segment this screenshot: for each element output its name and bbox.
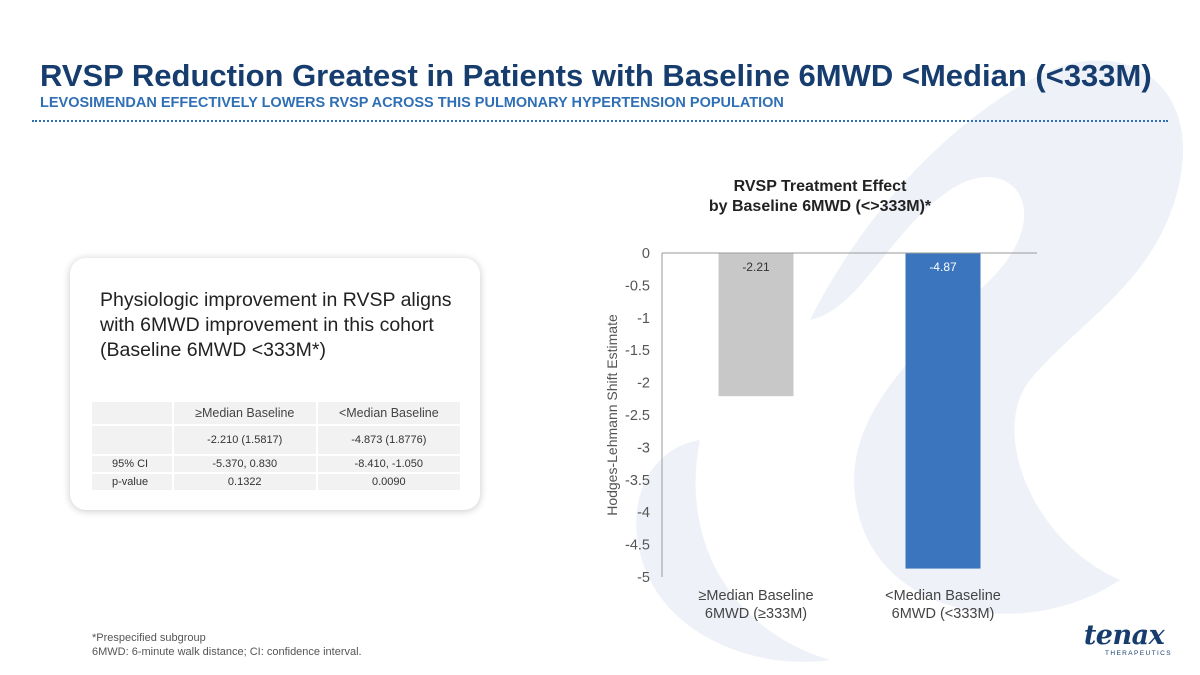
data-label: -2.21 (742, 260, 770, 274)
y-tick-label: -3.5 (625, 473, 650, 489)
y-tick-label: -0.5 (625, 278, 650, 294)
table-header-lt-median: <Median Baseline (317, 402, 460, 424)
chart-title-line2: by Baseline 6MWD (<>333M)* (708, 198, 932, 215)
page-title: RVSP Reduction Greatest in Patients with… (40, 58, 1152, 93)
table-cell-lt: -4.873 (1.8776) (317, 426, 460, 454)
y-tick-label: -4.5 (625, 538, 650, 554)
table-row: p-value 0.1322 0.0090 (92, 474, 460, 490)
watermark-logo (636, 60, 1184, 662)
summary-card: Physiologic improvement in RVSP aligns w… (70, 258, 480, 510)
table-cell-lt: -8.410, -1.050 (317, 456, 460, 472)
table-row: 95% CI -5.370, 0.830 -8.410, -1.050 (92, 456, 460, 472)
footnotes: *Prespecified subgroup 6MWD: 6-minute wa… (92, 631, 362, 659)
table-header-ge-median: ≥Median Baseline (173, 402, 316, 424)
footnote-line1: *Prespecified subgroup (92, 632, 206, 644)
table-cell-ge: -2.210 (1.5817) (173, 426, 316, 454)
y-tick-label: -4 (637, 505, 650, 521)
y-tick-label: -1.5 (625, 343, 650, 359)
footnote-line2: 6MWD: 6-minute walk distance; CI: confid… (92, 646, 362, 658)
y-tick-label: -2 (637, 376, 650, 392)
table-header-row: ≥Median Baseline <Median Baseline (92, 402, 460, 424)
y-tick-label: -3 (637, 440, 650, 456)
summary-text: Physiologic improvement in RVSP aligns w… (100, 289, 452, 361)
table-row: -2.210 (1.5817) -4.873 (1.8776) (92, 426, 460, 454)
logo-wordmark: tenax (1083, 620, 1165, 651)
company-logo: tenax THERAPEUTICS (1076, 620, 1172, 658)
table-header-label (92, 402, 172, 424)
title-divider (32, 120, 1168, 122)
table-row-label: 95% CI (92, 456, 172, 472)
table-cell-ge: -5.370, 0.830 (173, 456, 316, 472)
table-cell-lt: 0.0090 (317, 474, 460, 490)
table-row-label: p-value (92, 474, 172, 490)
y-tick-label: -5 (637, 570, 650, 586)
bar (905, 253, 981, 569)
chart-title-line1: RVSP Treatment Effect (733, 178, 907, 195)
data-label: -4.87 (929, 260, 957, 274)
y-tick-label: -1 (637, 311, 650, 327)
page-subtitle: LEVOSIMENDAN EFFECTIVELY LOWERS RVSP ACR… (40, 95, 784, 111)
y-tick-label: 0 (642, 246, 650, 262)
stats-table: ≥Median Baseline <Median Baseline -2.210… (90, 400, 462, 492)
category-label: ≥Median Baseline (698, 588, 813, 604)
table-row-label (92, 426, 172, 454)
chart-title: RVSP Treatment Effect by Baseline 6MWD (… (670, 177, 970, 217)
y-axis-label: Hodges-Lehmann Shift Estimate (604, 314, 620, 516)
bar (718, 253, 794, 397)
category-label: 6MWD (≥333M) (705, 606, 807, 622)
logo-subtitle: THERAPEUTICS (1104, 650, 1172, 657)
category-label: <Median Baseline (885, 588, 1001, 604)
y-tick-label: -2.5 (625, 408, 650, 424)
table-cell-ge: 0.1322 (173, 474, 316, 490)
category-label: 6MWD (<333M) (892, 606, 995, 622)
